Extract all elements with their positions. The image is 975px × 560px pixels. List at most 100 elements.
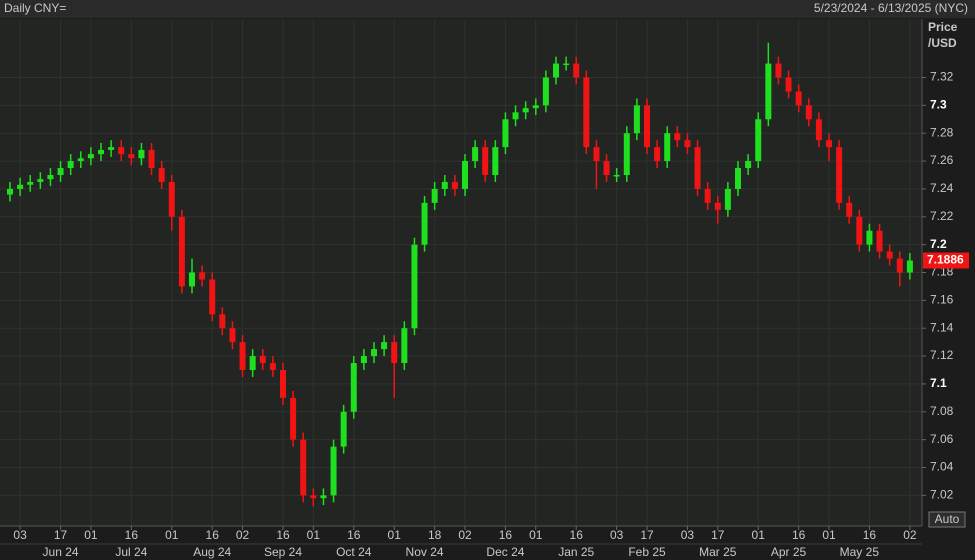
grid-layer xyxy=(0,19,922,526)
y-tick-label: 7.28 xyxy=(930,125,954,139)
candle-body xyxy=(583,77,590,148)
candle-body xyxy=(290,397,297,440)
y-tick-label: 7.2 xyxy=(930,237,947,251)
candle-body xyxy=(785,77,792,92)
x-tick-label: 02 xyxy=(903,528,917,542)
last-price-tag xyxy=(923,252,969,269)
x-tick-label: 16 xyxy=(347,528,361,542)
header-bar xyxy=(0,0,975,18)
date-range: 5/23/2024 - 6/13/2025 (NYC) xyxy=(814,1,968,15)
x-tick-label: 01 xyxy=(822,528,836,542)
candle-body xyxy=(411,244,418,329)
y-tick-label: 7.32 xyxy=(930,70,954,84)
x-tick-label: 16 xyxy=(570,528,584,542)
x-tick-label: 03 xyxy=(13,528,27,542)
y-axis-title: /USD xyxy=(928,36,957,50)
candle-body xyxy=(694,147,701,189)
candle-body xyxy=(138,149,145,159)
candle-body xyxy=(866,230,873,245)
candle-body xyxy=(674,133,681,141)
candle-body xyxy=(259,356,266,364)
x-tick-label: 02 xyxy=(236,528,250,542)
candle-body xyxy=(27,181,34,185)
candle-body xyxy=(795,91,802,106)
candle-body xyxy=(512,112,519,120)
month-label: Sep 24 xyxy=(264,545,302,559)
x-tick-label: 17 xyxy=(54,528,68,542)
chart-title: Daily CNY= xyxy=(4,1,66,15)
y-tick-label: 7.24 xyxy=(930,181,954,195)
x-tick-label: 17 xyxy=(640,528,654,542)
candle-body xyxy=(906,260,913,273)
candle-body xyxy=(745,161,752,169)
candle-body xyxy=(77,158,84,162)
candle-body xyxy=(7,188,13,195)
month-label: Oct 24 xyxy=(336,545,372,559)
month-label: Dec 24 xyxy=(486,545,524,559)
candle-body xyxy=(805,105,812,120)
candle-body xyxy=(219,314,226,329)
candle-body xyxy=(775,63,782,78)
y-tick-label: 7.22 xyxy=(930,209,954,223)
auto-button[interactable] xyxy=(928,511,966,528)
candle-body xyxy=(239,342,246,370)
candle-body xyxy=(633,105,640,134)
candle-body xyxy=(98,149,104,155)
y-tick-label: 7.16 xyxy=(930,293,954,307)
candle-body xyxy=(381,342,388,350)
candle-body xyxy=(320,495,327,499)
candle-body xyxy=(57,168,64,175)
x-tick-label: 16 xyxy=(499,528,513,542)
candle-body xyxy=(280,370,286,398)
month-label: Nov 24 xyxy=(406,545,444,559)
x-tick-label: 17 xyxy=(711,528,725,542)
y-tick-label: 7.08 xyxy=(930,404,954,418)
x-tick-label: 16 xyxy=(206,528,220,542)
candle-body xyxy=(229,328,236,343)
candle-body xyxy=(704,188,711,203)
candle-body xyxy=(199,272,206,280)
candle-body xyxy=(158,168,165,182)
month-label: Apr 25 xyxy=(771,545,807,559)
candle-body xyxy=(441,181,448,189)
candle-body xyxy=(421,202,428,245)
candle-body xyxy=(462,161,468,189)
candle-body xyxy=(178,216,185,287)
x-tick-label: 01 xyxy=(529,528,543,542)
candle-body xyxy=(472,147,479,162)
candle-body xyxy=(735,168,741,189)
month-label: Jan 25 xyxy=(558,545,594,559)
candle-body xyxy=(340,411,347,447)
month-label: Jun 24 xyxy=(43,545,79,559)
candle-body xyxy=(168,181,175,217)
candle-body xyxy=(502,119,509,148)
candle-body xyxy=(654,147,661,162)
x-tick-label: 16 xyxy=(863,528,877,542)
x-tick-label: 01 xyxy=(84,528,98,542)
candle-body xyxy=(522,108,529,113)
x-tick-label: 01 xyxy=(752,528,766,542)
candle-body xyxy=(714,202,721,210)
candle-body xyxy=(87,154,94,159)
candle-body xyxy=(836,147,843,203)
auto-button-label[interactable]: Auto xyxy=(935,512,960,526)
candle-body xyxy=(603,161,610,175)
y-tick-label: 7.14 xyxy=(930,320,954,334)
x-tick-label: 03 xyxy=(681,528,695,542)
candle-body xyxy=(876,230,883,252)
x-tick-label: 02 xyxy=(458,528,472,542)
candle-body xyxy=(553,63,559,78)
candle-body xyxy=(330,446,337,496)
candle-body xyxy=(765,63,772,120)
x-tick-label: 16 xyxy=(792,528,806,542)
candle-body xyxy=(67,161,74,169)
month-label: Jul 24 xyxy=(115,545,147,559)
y-tick-label: 7.12 xyxy=(930,348,954,362)
y-axis-title: Price xyxy=(928,20,958,34)
candle-body xyxy=(391,342,398,364)
candle-body xyxy=(371,349,377,357)
x-tick-label: 18 xyxy=(428,528,442,542)
candle-body xyxy=(613,175,620,177)
month-label: Aug 24 xyxy=(193,545,231,559)
